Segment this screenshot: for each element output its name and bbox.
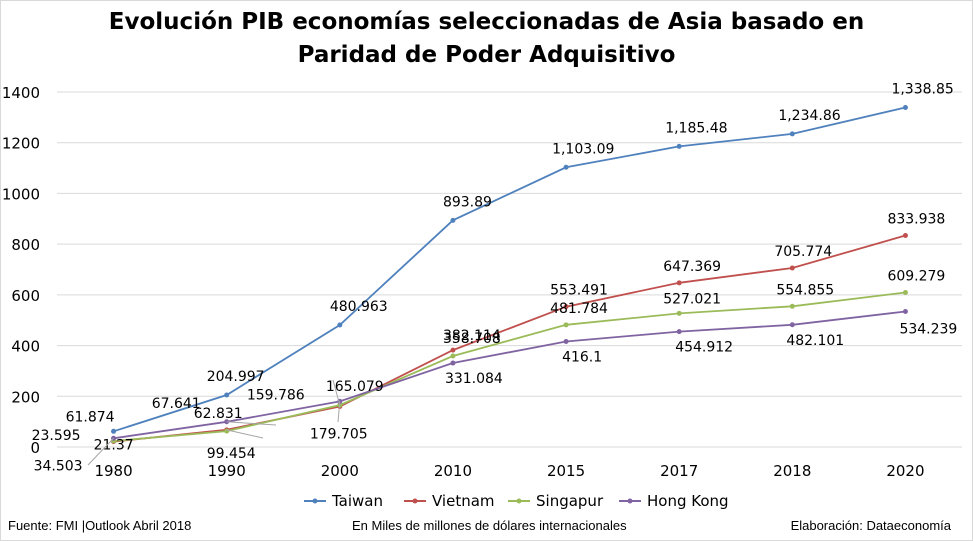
data-label: 61.874: [66, 409, 115, 425]
data-point: [450, 217, 456, 223]
y-tick-label: 0: [30, 439, 40, 457]
data-point: [676, 310, 682, 316]
legend-label: Hong Kong: [647, 492, 729, 510]
data-point: [450, 360, 456, 366]
data-point: [676, 280, 682, 286]
data-label: 67.641: [152, 396, 201, 412]
data-label: 480.963: [330, 299, 388, 315]
data-label: 527.021: [663, 291, 721, 307]
leader-line: [87, 437, 114, 466]
data-label: 481.784: [550, 301, 608, 317]
data-label: 1,338.85: [891, 82, 953, 98]
data-point: [450, 347, 456, 353]
data-point: [224, 428, 230, 434]
x-tick-label: 1980: [94, 462, 132, 480]
y-tick-label: 1200: [2, 135, 40, 153]
data-label: 705.774: [774, 244, 832, 260]
x-tick-label: 2010: [434, 462, 472, 480]
data-point: [902, 309, 908, 315]
x-tick-label: 2000: [321, 462, 359, 480]
legend-swatch-marker: [516, 498, 522, 504]
leader-line: [226, 429, 264, 439]
legend-label: Singapur: [536, 492, 604, 510]
data-label: 833.938: [887, 212, 945, 228]
leader-line: [337, 401, 341, 423]
x-tick-label: 2017: [660, 462, 698, 480]
y-tick-label: 800: [11, 236, 40, 254]
data-label: 204.997: [207, 369, 265, 385]
data-label: 21.37: [94, 438, 134, 454]
data-label: 609.279: [887, 269, 945, 285]
data-point: [789, 303, 795, 309]
data-label: 358.708: [443, 331, 501, 347]
data-label: 1,234.86: [778, 108, 840, 124]
data-point: [789, 265, 795, 271]
series-line-hong-kong: [113, 310, 906, 440]
data-label: 553.491: [550, 283, 608, 299]
data-label: 416.1: [562, 349, 602, 365]
legend-label: Taiwan: [331, 492, 383, 510]
source-note: Fuente: FMI |Outlook Abril 2018: [8, 518, 192, 533]
chart-title-line-1: Evolución PIB economías seleccionadas de…: [108, 9, 865, 35]
data-label: 554.855: [776, 282, 834, 298]
data-label: 179.705: [310, 426, 368, 442]
data-point: [111, 428, 117, 434]
y-tick-label: 1000: [2, 185, 40, 203]
data-label: 99.454: [207, 446, 256, 462]
legend-swatch-marker: [627, 498, 633, 504]
legend-swatch-marker: [412, 498, 418, 504]
y-tick-label: 200: [11, 388, 40, 406]
data-label: 454.912: [675, 340, 733, 356]
data-label: 165.079: [326, 379, 384, 395]
data-label: 1,185.48: [665, 120, 727, 136]
data-point: [224, 392, 230, 398]
data-point: [676, 329, 682, 335]
y-tick-label: 1400: [2, 84, 40, 102]
x-tick-label: 1990: [208, 462, 246, 480]
data-label: 159.786: [247, 387, 305, 403]
legend-label: Vietnam: [432, 492, 495, 510]
leader-line: [332, 379, 341, 406]
data-point: [789, 322, 795, 328]
data-label: 482.101: [786, 333, 844, 349]
data-point: [902, 233, 908, 239]
data-point: [563, 164, 569, 170]
data-point: [337, 322, 343, 328]
chart-title: Evolución PIB economías seleccionadas de…: [0, 6, 973, 72]
data-point: [563, 304, 569, 310]
x-tick-label: 2020: [886, 462, 924, 480]
x-tick-label: 2018: [773, 462, 811, 480]
data-label: 331.084: [445, 371, 503, 387]
y-tick-label: 400: [11, 338, 40, 356]
legend-swatch-marker: [312, 498, 318, 504]
y-tick-label: 600: [11, 287, 40, 305]
credit-note: Elaboración: Dataeconomía: [790, 518, 951, 533]
data-point: [902, 290, 908, 296]
data-point: [676, 143, 682, 149]
data-point: [563, 338, 569, 344]
series-line-taiwan: [113, 106, 906, 433]
unit-note: En Miles de millones de dólares internac…: [352, 518, 627, 533]
data-point: [902, 105, 908, 111]
data-label: 382.114: [443, 328, 501, 344]
data-label: 647.369: [663, 259, 721, 275]
chart-title-line-2: Paridad de Poder Adquisitivo: [297, 42, 676, 68]
data-point: [789, 131, 795, 137]
data-point: [450, 353, 456, 359]
data-label: 893.89: [443, 194, 492, 210]
data-label: 23.595: [32, 428, 81, 444]
series-line-singapur: [113, 291, 906, 442]
data-label: 34.503: [34, 458, 83, 474]
data-label: 62.831: [194, 406, 243, 422]
data-point: [563, 322, 569, 328]
data-label: 1,103.09: [552, 141, 614, 157]
data-label: 534.239: [899, 322, 957, 338]
x-tick-label: 2015: [547, 462, 585, 480]
leader-line: [226, 421, 277, 426]
